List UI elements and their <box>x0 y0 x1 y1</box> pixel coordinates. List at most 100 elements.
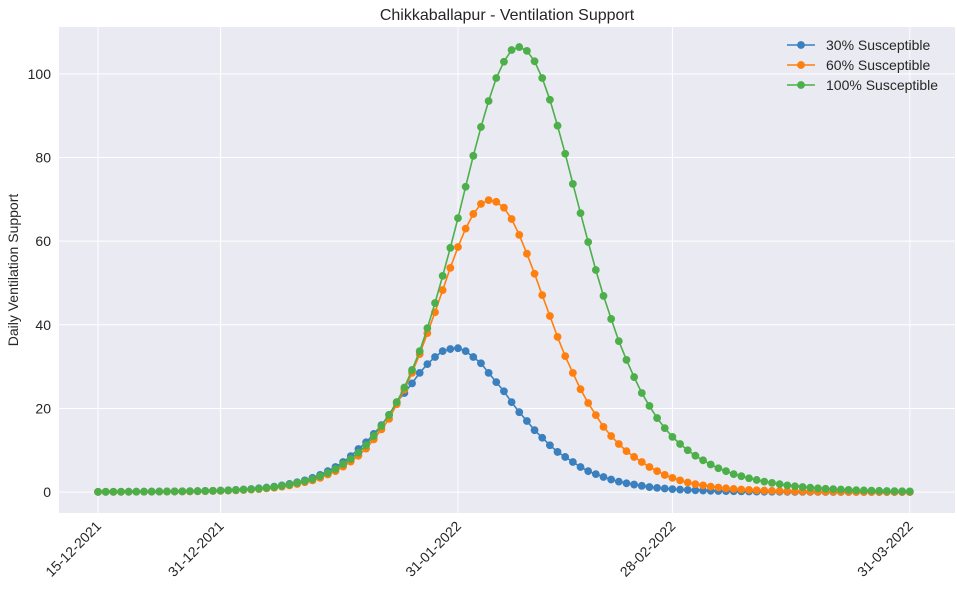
data-point <box>523 417 531 425</box>
data-point <box>584 238 593 246</box>
data-point <box>477 123 485 131</box>
data-point <box>285 480 294 489</box>
data-point <box>530 269 539 278</box>
data-point <box>622 479 631 488</box>
data-point <box>637 481 646 490</box>
data-point <box>323 468 332 477</box>
data-point <box>691 451 700 460</box>
data-point <box>392 398 401 407</box>
y-tick-label: 20 <box>35 400 51 416</box>
y-tick-label: 40 <box>35 317 51 333</box>
data-point <box>545 95 554 104</box>
data-point <box>461 224 470 233</box>
data-point <box>630 480 639 489</box>
x-tick-label: 28-02-2022 <box>617 518 679 580</box>
data-point <box>484 368 493 377</box>
data-point <box>523 249 531 258</box>
x-tick-label: 31-01-2022 <box>402 518 464 580</box>
data-point <box>515 408 524 417</box>
data-point <box>614 440 623 448</box>
data-point <box>545 312 554 320</box>
data-point <box>553 121 562 130</box>
data-point <box>683 446 692 455</box>
data-point <box>477 200 485 208</box>
legend-label: 100% Susceptible <box>826 77 938 93</box>
legend: 30% Susceptible 60% Susceptible 100% Susce… <box>787 37 938 93</box>
data-point <box>454 344 462 353</box>
data-point <box>469 151 478 160</box>
plot-area <box>59 27 955 513</box>
data-point <box>591 266 600 274</box>
x-tick-label: 31-12-2021 <box>165 518 227 580</box>
data-point <box>239 485 248 494</box>
data-point <box>132 487 141 496</box>
data-point <box>354 448 363 457</box>
data-point <box>553 333 562 341</box>
data-point <box>446 345 455 353</box>
data-point <box>645 402 654 410</box>
data-point <box>576 463 585 471</box>
data-point <box>469 353 478 361</box>
data-point <box>568 368 577 377</box>
data-point <box>492 74 501 82</box>
series-group <box>94 43 914 496</box>
data-point <box>867 486 876 495</box>
data-point <box>898 487 907 496</box>
data-point <box>737 472 746 481</box>
x-tick-label: 31-03-2022 <box>854 518 916 580</box>
data-point <box>538 74 547 82</box>
data-point <box>431 353 439 361</box>
data-point <box>760 486 769 495</box>
legend-marker <box>797 81 805 89</box>
data-point <box>691 486 700 495</box>
data-point <box>262 484 271 492</box>
data-point <box>461 182 470 191</box>
data-point <box>622 356 631 364</box>
data-point <box>538 433 547 442</box>
data-point <box>653 484 661 492</box>
data-point <box>768 478 776 487</box>
data-point <box>561 149 570 158</box>
gridlines <box>59 27 955 513</box>
data-point <box>117 487 125 496</box>
x-tick-labels: 15-12-2021 31-12-2021 31-01-2022 28-02-2022… <box>42 518 916 580</box>
data-point <box>722 484 730 493</box>
data-point <box>676 440 684 448</box>
data-point <box>423 324 432 333</box>
data-point <box>500 387 508 396</box>
data-point <box>415 368 424 377</box>
data-point <box>454 214 462 223</box>
data-point <box>492 197 501 206</box>
data-point <box>500 203 508 212</box>
data-point <box>454 243 462 251</box>
data-point <box>637 458 646 466</box>
data-point <box>714 464 723 473</box>
data-point <box>699 456 707 465</box>
data-point <box>875 486 884 495</box>
data-point <box>186 487 194 496</box>
data-point <box>400 383 409 392</box>
data-point <box>890 487 899 496</box>
data-point <box>415 347 424 356</box>
data-point <box>599 292 608 300</box>
data-point <box>791 482 799 491</box>
data-point <box>752 476 761 484</box>
data-point <box>438 347 447 356</box>
data-point <box>446 243 455 252</box>
data-point <box>492 378 501 386</box>
data-point <box>484 97 493 105</box>
data-point <box>729 470 738 479</box>
data-point <box>561 453 570 461</box>
data-point <box>124 487 133 496</box>
data-point <box>645 483 654 491</box>
data-point <box>408 379 416 388</box>
data-point <box>408 366 416 374</box>
data-point <box>691 480 700 489</box>
data-point <box>660 424 669 432</box>
data-point <box>729 485 738 493</box>
data-point <box>553 448 562 456</box>
chart-title: Chikkaballapur - Ventilation Support <box>380 7 635 24</box>
data-point <box>507 215 516 223</box>
data-point <box>140 487 148 496</box>
